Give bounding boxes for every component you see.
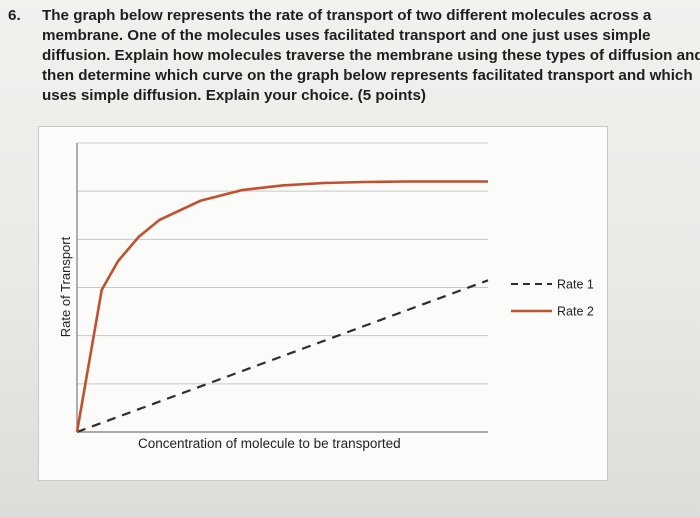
legend-label: Rate 1 — [557, 278, 594, 292]
question-number: 6. — [8, 7, 21, 24]
question-line-1: The graph below represents the rate of t… — [42, 7, 652, 24]
question-line-3: diffusion. Explain how molecules travers… — [42, 47, 700, 64]
figure-frame — [38, 126, 608, 481]
question-line-5: uses simple diffusion. Explain your choi… — [42, 87, 426, 104]
x-axis-label: Concentration of molecule to be transpor… — [138, 436, 401, 451]
rate-2-line — [75, 180, 488, 433]
legend-label: Rate 2 — [557, 305, 594, 319]
rate-1-line — [76, 279, 489, 434]
gridlines — [77, 142, 488, 385]
y-axis-label: Rate of Transport — [58, 236, 73, 337]
axes — [76, 143, 488, 433]
question-line-2: membrane. One of the molecules uses faci… — [42, 27, 651, 44]
question-line-4: then determine which curve on the graph … — [42, 67, 693, 84]
legend: Rate 1 Rate 2 — [511, 278, 594, 319]
series — [75, 180, 489, 434]
